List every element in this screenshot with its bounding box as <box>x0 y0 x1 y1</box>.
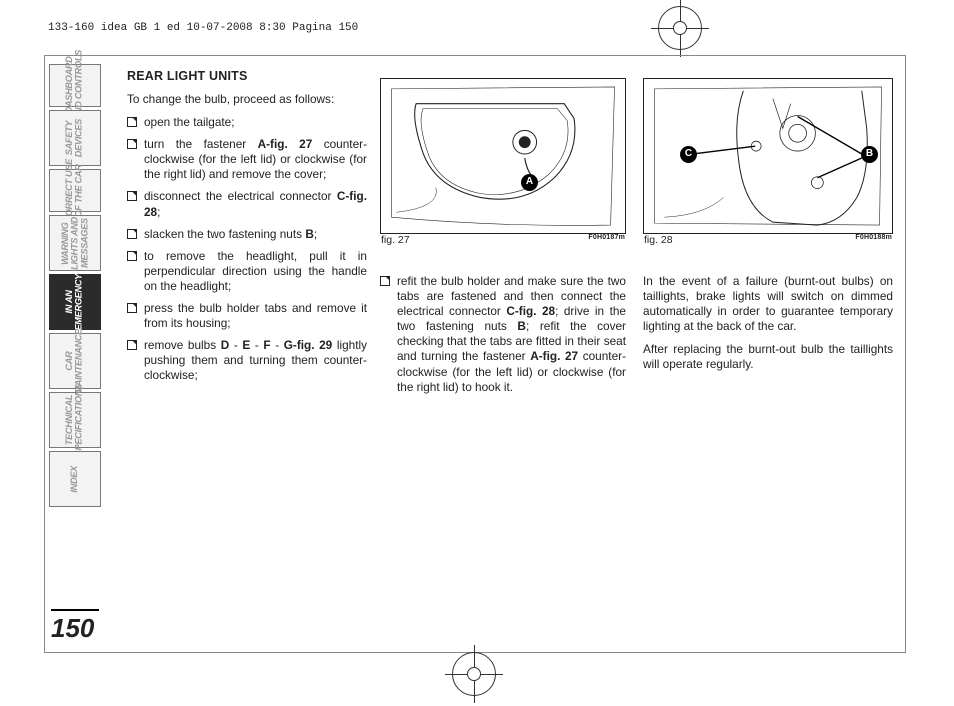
step-6: press the bulb holder tabs and remove it… <box>127 301 367 331</box>
tab-warning-lights-and-messages[interactable]: WARNING LIGHTS AND MESSAGES <box>49 215 101 271</box>
tab-in-an-emergency[interactable]: IN AN EMERGENCY <box>49 274 101 330</box>
step-4: slacken the two fastening nuts B; <box>127 227 367 242</box>
tab-dashboard-and-controls[interactable]: DASHBOARD AND CONTROLS <box>49 64 101 107</box>
section-tabs: DASHBOARD AND CONTROLSSAFETY DEVICESCORR… <box>49 64 101 507</box>
tab-technical-specifications[interactable]: TECHNICAL SPECIFICATIONS <box>49 392 101 448</box>
print-header: 133-160 idea GB 1 ed 10-07-2008 8:30 Pag… <box>48 22 358 34</box>
column-3: In the event of a failure (burnt-out bul… <box>643 274 893 381</box>
callout-b: B <box>861 146 878 163</box>
figure-28: C B fig. 28 F0H0188m <box>643 78 893 234</box>
fig27-caption: fig. 27 <box>381 234 410 247</box>
registration-mark-top <box>658 6 702 50</box>
intro-text: To change the bulb, proceed as follows: <box>127 92 367 107</box>
fig27-code: F0H0187m <box>588 234 625 247</box>
step-3: disconnect the electrical connector C-fi… <box>127 189 367 219</box>
figure-27: A fig. 27 F0H0187m <box>380 78 626 234</box>
callout-a: A <box>521 174 538 191</box>
tab-car-maintenance[interactable]: CAR MAINTENANCE <box>49 333 101 389</box>
note-1: In the event of a failure (burnt-out bul… <box>643 274 893 334</box>
step-2: turn the fastener A-fig. 27 counter-cloc… <box>127 137 367 182</box>
section-heading: REAR LIGHT UNITS <box>127 68 367 84</box>
column-2: refit the bulb holder and make sure the … <box>380 274 626 402</box>
page-frame: DASHBOARD AND CONTROLSSAFETY DEVICESCORR… <box>44 55 906 653</box>
note-2: After replacing the burnt-out bulb the t… <box>643 342 893 372</box>
step-7: remove bulbs D - E - F - G-fig. 29 light… <box>127 338 367 383</box>
page-number: 150 <box>51 609 99 644</box>
fig28-code: F0H0188m <box>855 234 892 247</box>
step-8: refit the bulb holder and make sure the … <box>380 274 626 395</box>
column-1: REAR LIGHT UNITS To change the bulb, pro… <box>127 68 367 391</box>
tab-index[interactable]: INDEX <box>49 451 101 507</box>
tab-safety-devices[interactable]: SAFETY DEVICES <box>49 110 101 166</box>
step-5: to remove the headlight, pull it in perp… <box>127 249 367 294</box>
tab-correct-use-of-the-car[interactable]: CORRECT USE OF THE CAR <box>49 169 101 212</box>
registration-mark-bottom <box>452 652 496 696</box>
callout-c: C <box>680 146 697 163</box>
fig28-caption: fig. 28 <box>644 234 673 247</box>
step-1: open the tailgate; <box>127 115 367 130</box>
